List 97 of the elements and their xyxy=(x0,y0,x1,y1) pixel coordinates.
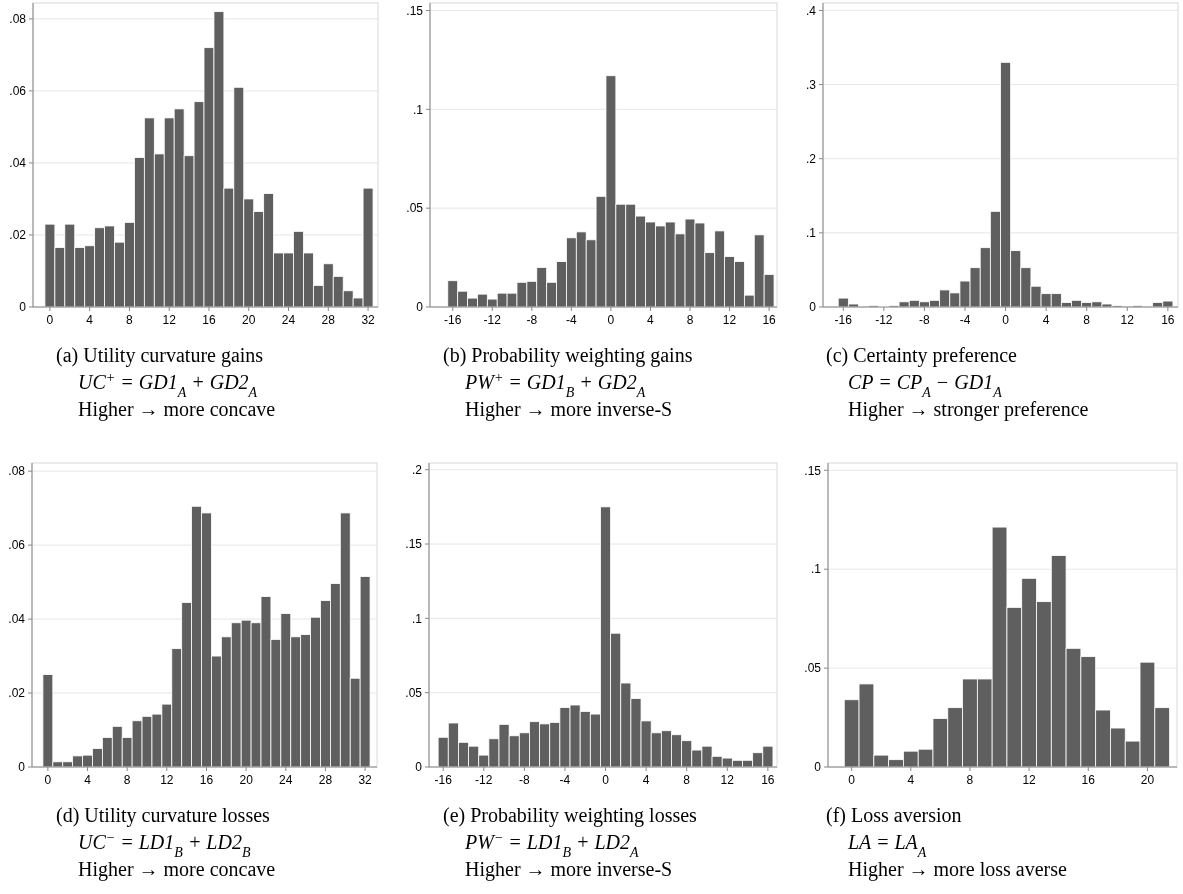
text: LA = LA$_{A}$ xyxy=(847,831,927,860)
x-tick-label: -16 xyxy=(834,313,853,327)
x-tick-label: 16 xyxy=(202,313,216,327)
text: Higher → more concave xyxy=(78,858,276,881)
x-tick-label: 4 xyxy=(86,313,94,327)
x-tick-label: -4 xyxy=(559,773,571,787)
text: (e) Probability weighting losses xyxy=(443,804,698,827)
text: (a) Utility curvature gains xyxy=(56,344,264,367)
x-tick-label: -12 xyxy=(875,313,893,327)
y-tick-label: 0 xyxy=(809,300,817,315)
text: Higher → stronger preference xyxy=(848,398,1089,421)
text: UC$^{+}$ = GD1$_{A}$ + GD2$_{A}$ xyxy=(78,369,258,400)
y-tick-label: 0 xyxy=(415,760,423,775)
x-tick-label: -12 xyxy=(483,313,502,327)
x-tick-label: 4 xyxy=(84,773,92,787)
y-tick-label: .15 xyxy=(804,463,822,478)
y-tick-label: .06 xyxy=(9,84,27,99)
y-tick-label: .05 xyxy=(804,661,822,676)
x-tick-label: -8 xyxy=(526,313,538,327)
x-tick-label: 4 xyxy=(907,773,915,787)
x-tick-label: 8 xyxy=(966,773,974,787)
text: Higher → more inverse-S xyxy=(465,398,673,421)
x-tick-label: 0 xyxy=(1002,313,1010,327)
x-tick-label: 12 xyxy=(162,313,177,327)
y-tick-label: 0 xyxy=(19,300,27,315)
x-tick-label: 32 xyxy=(358,773,373,787)
x-tick-label: 4 xyxy=(642,773,650,787)
y-tick-label: .02 xyxy=(9,228,27,243)
x-tick-label: -8 xyxy=(519,773,531,787)
y-tick-label: 0 xyxy=(814,760,822,775)
y-tick-label: .1 xyxy=(412,102,424,117)
y-tick-label: .02 xyxy=(8,686,26,701)
x-tick-label: 0 xyxy=(848,773,856,787)
x-tick-label: 0 xyxy=(607,313,615,327)
text: (d) Utility curvature losses xyxy=(56,804,271,827)
x-tick-label: 16 xyxy=(199,773,214,787)
y-tick-label: .06 xyxy=(8,538,26,553)
y-tick-label: .04 xyxy=(8,612,26,627)
x-tick-label: 12 xyxy=(720,773,735,787)
y-tick-label: .2 xyxy=(805,151,817,166)
text: PW$^{−}$ = LD1$_{B}$ + LD2$_{A}$ xyxy=(464,829,640,860)
y-tick-label: .04 xyxy=(9,156,27,171)
x-tick-label: -8 xyxy=(919,313,931,327)
y-tick-label: .2 xyxy=(411,462,423,477)
x-tick-label: 8 xyxy=(126,313,134,327)
x-tick-label: 8 xyxy=(683,773,691,787)
x-tick-label: 12 xyxy=(722,313,737,327)
x-tick-label: 20 xyxy=(239,773,254,787)
x-tick-label: 28 xyxy=(321,313,336,327)
y-tick-label: 0 xyxy=(416,300,424,315)
y-tick-label: 0 xyxy=(18,760,26,775)
x-tick-label: 0 xyxy=(46,313,54,327)
y-tick-label: .1 xyxy=(411,611,423,626)
x-tick-label: 12 xyxy=(1120,313,1135,327)
x-tick-label: -16 xyxy=(434,773,453,787)
x-tick-label: 4 xyxy=(1042,313,1050,327)
x-tick-label: 12 xyxy=(1022,773,1037,787)
text: (f) Loss aversion xyxy=(826,804,962,827)
x-tick-label: 20 xyxy=(242,313,256,327)
x-tick-label: -12 xyxy=(475,773,493,787)
y-tick-label: .05 xyxy=(406,201,424,216)
x-tick-label: 24 xyxy=(279,773,293,787)
x-tick-label: 8 xyxy=(1083,313,1091,327)
x-tick-label: 28 xyxy=(318,773,333,787)
text: (c) Certainty preference xyxy=(826,344,1018,367)
x-tick-label: 0 xyxy=(602,773,610,787)
text: Higher → more inverse-S xyxy=(465,858,673,881)
y-tick-label: .08 xyxy=(9,12,27,27)
x-tick-label: 0 xyxy=(44,773,52,787)
text: Higher → more loss averse xyxy=(848,858,1067,881)
x-tick-label: -16 xyxy=(444,313,462,327)
x-tick-label: 16 xyxy=(1081,773,1096,787)
y-tick-label: .15 xyxy=(405,537,423,552)
text: Higher → more concave xyxy=(78,398,276,421)
x-tick-label: -4 xyxy=(959,313,971,327)
x-tick-label: 8 xyxy=(686,313,694,327)
y-tick-label: .3 xyxy=(805,77,817,92)
x-tick-label: 20 xyxy=(1140,773,1155,787)
text: CP = CP$_{A}$ − GD1$_{A}$ xyxy=(848,371,1003,400)
y-tick-label: .1 xyxy=(810,562,822,577)
x-tick-label: 12 xyxy=(160,773,174,787)
x-tick-label: 32 xyxy=(361,313,376,327)
x-tick-label: 24 xyxy=(281,313,296,327)
text: PW$^{+}$ = GD1$_{B}$ + GD2$_{A}$ xyxy=(464,369,646,400)
x-tick-label: 16 xyxy=(761,773,775,787)
text: UC$^{−}$ = LD1$_{B}$ + LD2$_{B}$ xyxy=(78,829,251,860)
x-tick-label: 8 xyxy=(123,773,131,787)
y-tick-label: .05 xyxy=(405,685,423,700)
x-tick-label: 16 xyxy=(762,313,777,327)
y-tick-label: .1 xyxy=(805,226,817,241)
y-tick-label: .15 xyxy=(406,3,424,18)
text: (b) Probability weighting gains xyxy=(443,344,693,367)
y-tick-label: .4 xyxy=(805,3,817,18)
x-tick-label: 16 xyxy=(1161,313,1175,327)
x-tick-label: -4 xyxy=(566,313,578,327)
y-tick-label: .08 xyxy=(8,464,26,479)
x-tick-label: 4 xyxy=(647,313,655,327)
